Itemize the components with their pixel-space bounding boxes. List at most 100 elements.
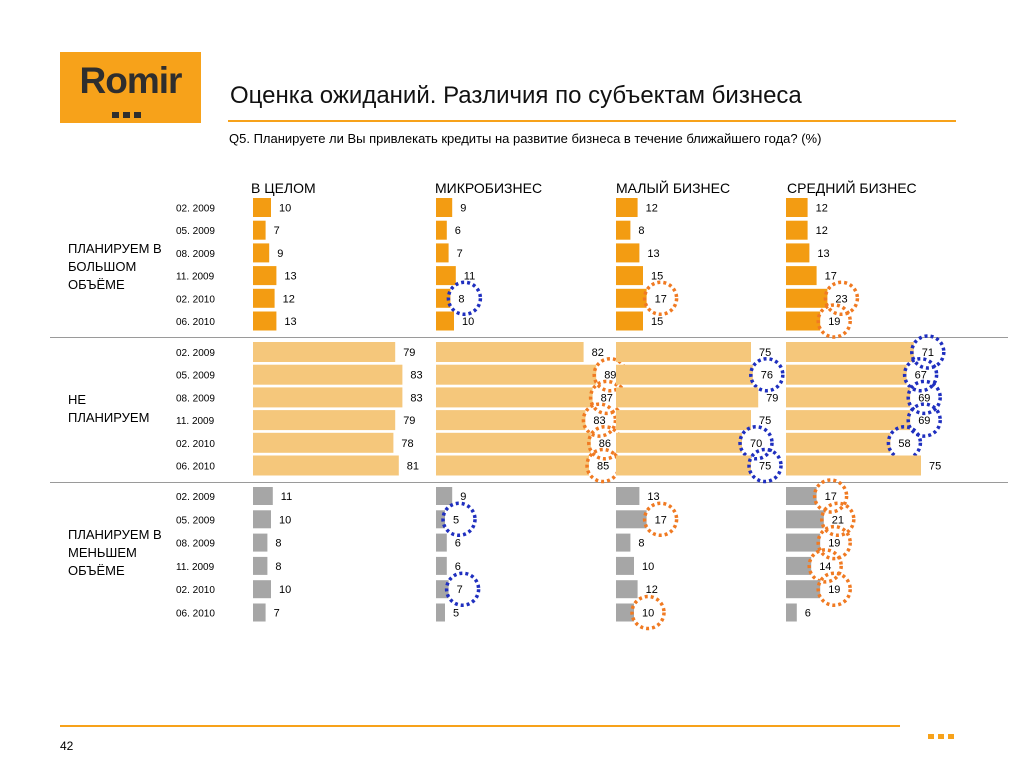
column-header-small: МАЛЫЙ БИЗНЕС	[616, 180, 731, 196]
column-header-total: В ЦЕЛОМ	[251, 180, 316, 196]
period-label: 08. 2009	[176, 249, 215, 260]
column-header-micro: МИКРОБИЗНЕС	[435, 180, 543, 196]
bar-not-plan-medium	[786, 410, 911, 431]
highlight-circle	[816, 303, 852, 339]
value-label: 83	[593, 415, 605, 427]
group-label-not-plan: НЕ ПЛАНИРУЕМ	[68, 392, 150, 425]
value-label: 10	[279, 203, 291, 215]
bar-plan-more-medium	[786, 220, 808, 240]
value-label: 10	[642, 608, 654, 620]
period-label: 02. 2010	[176, 439, 215, 450]
value-label: 19	[828, 584, 840, 596]
value-label: 87	[601, 392, 613, 404]
value-label: 6	[455, 225, 461, 237]
period-label: 06. 2010	[176, 462, 215, 473]
bar-not-plan-small	[616, 455, 751, 476]
value-label: 23	[835, 293, 847, 305]
logo-dots	[112, 105, 152, 118]
value-label: 9	[460, 491, 466, 503]
value-label: 86	[599, 438, 611, 450]
group-label-plan-more: ПЛАНИРУЕМ В БОЛЬШОМ ОБЪЁМЕ	[68, 241, 162, 292]
value-label: 5	[453, 514, 459, 526]
bar-plan-more-micro	[436, 243, 449, 263]
period-label: 02. 2009	[176, 348, 215, 359]
period-label: 02. 2009	[176, 204, 215, 215]
highlight-circle	[630, 594, 666, 631]
logo-text: Romir	[79, 60, 183, 101]
value-label: 6	[455, 561, 461, 573]
value-label: 14	[819, 561, 831, 573]
bar-plan-less-micro	[436, 487, 453, 505]
bar-plan-less-medium	[786, 556, 812, 575]
bar-plan-less-medium	[786, 603, 797, 622]
bar-not-plan-total	[253, 410, 396, 431]
highlight-circle	[444, 571, 481, 607]
bar-plan-more-micro	[436, 266, 456, 286]
period-label: 05. 2009	[176, 515, 215, 526]
bar-plan-more-micro	[436, 198, 453, 217]
highlight-circle	[738, 425, 774, 461]
bar-plan-less-micro	[436, 533, 447, 552]
value-label: 8	[638, 225, 644, 237]
value-label: 79	[403, 347, 415, 359]
value-label: 17	[825, 491, 837, 503]
value-label: 82	[592, 347, 604, 359]
highlight-circle	[749, 356, 785, 393]
bar-not-plan-medium	[786, 455, 921, 476]
value-label: 89	[604, 370, 616, 382]
value-label: 8	[638, 538, 644, 550]
value-label: 15	[651, 271, 663, 283]
bar-plan-less-total	[253, 580, 271, 599]
romir-logo: Romir	[60, 52, 201, 123]
value-label: 83	[410, 392, 422, 404]
bar-plan-more-total	[253, 220, 266, 240]
title-rule	[228, 120, 956, 122]
bar-plan-less-medium	[786, 487, 817, 505]
value-label: 13	[647, 491, 659, 503]
value-label: 75	[759, 415, 771, 427]
highlight-circle	[906, 379, 942, 416]
bar-plan-less-total	[253, 487, 273, 505]
bar-not-plan-medium	[786, 432, 891, 453]
bar-plan-more-medium	[786, 288, 828, 308]
period-label: 05. 2009	[176, 371, 215, 382]
bar-plan-more-micro	[436, 288, 451, 308]
value-label: 6	[455, 538, 461, 550]
value-label: 7	[457, 248, 463, 260]
value-label: 12	[283, 293, 295, 305]
bar-plan-less-total	[253, 510, 271, 529]
value-label: 85	[597, 461, 609, 473]
bar-not-plan-small	[616, 432, 742, 453]
bar-plan-less-total	[253, 533, 268, 552]
bar-not-plan-total	[253, 455, 399, 476]
bar-plan-more-total	[253, 198, 271, 217]
period-label: 05. 2009	[176, 226, 215, 237]
bar-plan-less-micro	[436, 556, 447, 575]
bar-plan-less-small	[616, 580, 638, 599]
highlight-circle	[816, 524, 852, 561]
bar-not-plan-medium	[786, 387, 911, 408]
bar-plan-less-small	[616, 487, 640, 505]
period-label: 08. 2009	[176, 539, 215, 550]
bar-not-plan-total	[253, 342, 396, 362]
highlight-circle	[446, 280, 483, 317]
period-label: 02. 2010	[176, 585, 215, 596]
bar-plan-more-small	[616, 243, 640, 263]
value-label: 17	[655, 514, 667, 526]
value-label: 6	[805, 608, 811, 620]
bar-plan-less-micro	[436, 510, 445, 529]
bar-not-plan-medium	[786, 342, 914, 362]
value-label: 17	[655, 293, 667, 305]
period-label: 11. 2009	[176, 272, 215, 283]
bar-plan-more-micro	[436, 311, 454, 331]
highlight-circle	[807, 548, 843, 584]
value-label: 12	[816, 225, 828, 237]
value-label: 12	[646, 203, 658, 215]
period-label: 11. 2009	[176, 562, 215, 573]
bar-plan-more-micro	[436, 220, 447, 240]
period-label: 06. 2010	[176, 609, 215, 620]
group-divider	[50, 337, 1008, 338]
bar-plan-more-medium	[786, 243, 810, 263]
bar-plan-less-small	[616, 533, 631, 552]
